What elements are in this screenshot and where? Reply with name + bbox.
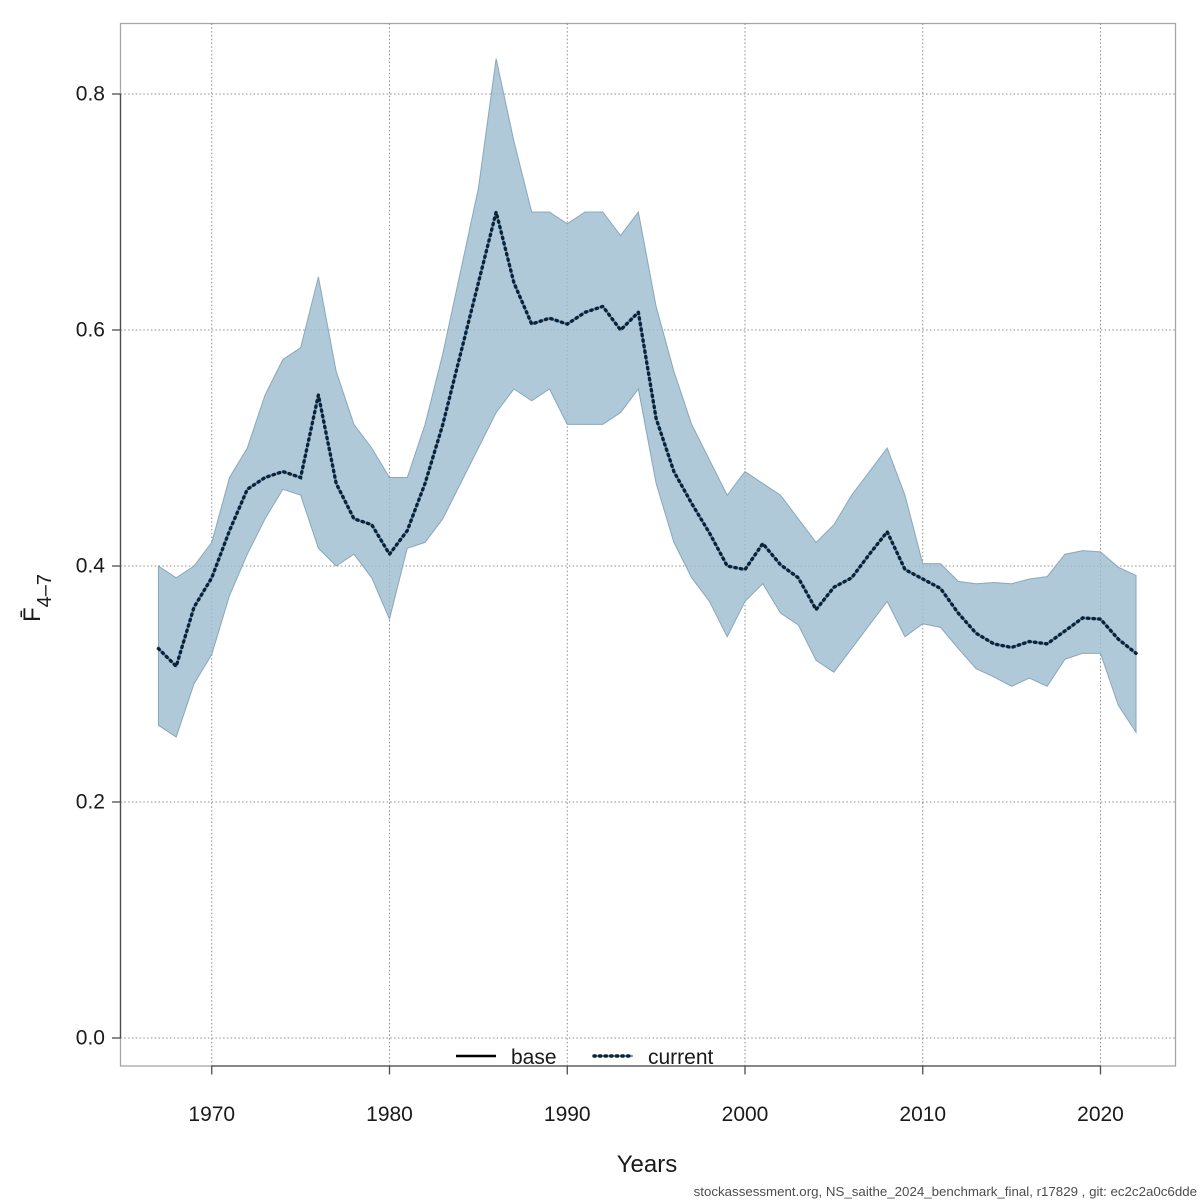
svg-text:2020: 2020 [1077, 1103, 1124, 1126]
svg-text:base: base [511, 1046, 557, 1069]
svg-text:1970: 1970 [188, 1103, 235, 1126]
svg-text:0.4: 0.4 [76, 555, 106, 578]
svg-text:0.8: 0.8 [76, 83, 105, 106]
svg-text:1980: 1980 [366, 1103, 413, 1126]
svg-text:F̄4–7: F̄4–7 [19, 574, 56, 622]
svg-text:0.6: 0.6 [76, 319, 105, 342]
svg-text:2010: 2010 [899, 1103, 946, 1126]
svg-text:current: current [648, 1046, 714, 1069]
svg-text:1990: 1990 [544, 1103, 591, 1126]
svg-text:0.2: 0.2 [76, 791, 105, 814]
svg-text:2000: 2000 [722, 1103, 769, 1126]
svg-text:stockassessment.org, NS_saithe: stockassessment.org, NS_saithe_2024_benc… [694, 1184, 1197, 1199]
svg-text:Years: Years [617, 1151, 678, 1178]
svg-text:0.0: 0.0 [76, 1027, 105, 1050]
